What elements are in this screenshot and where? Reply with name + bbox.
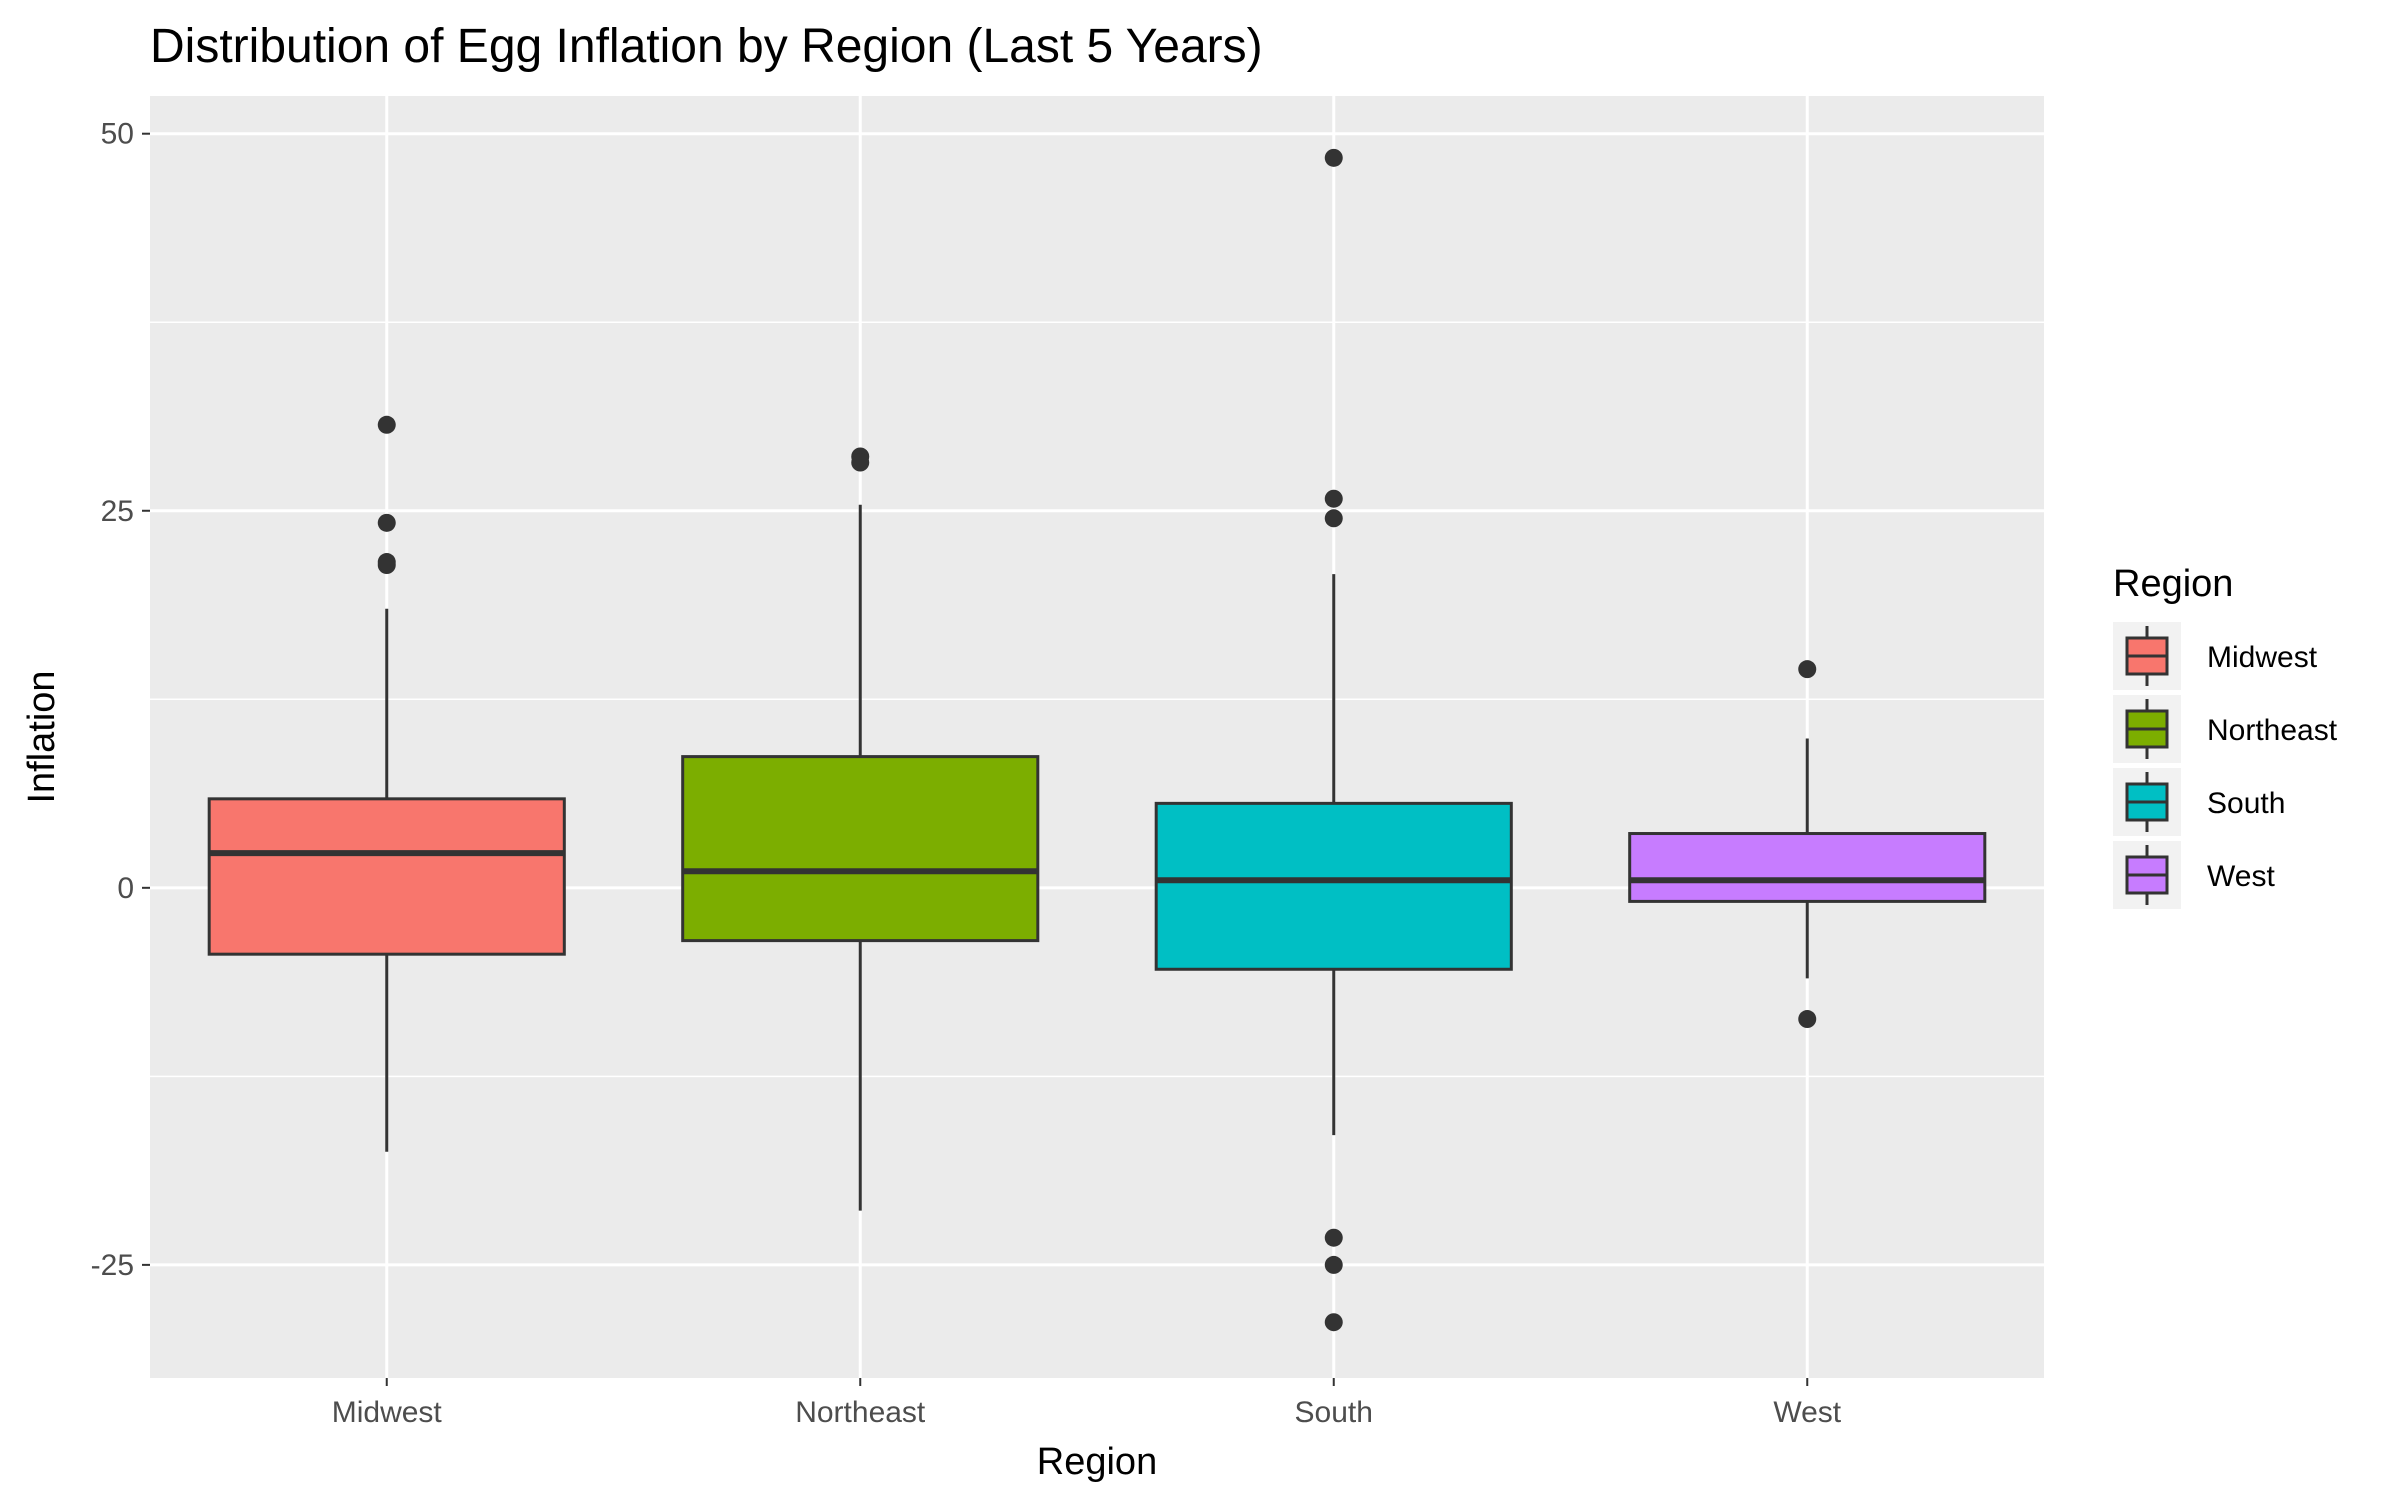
box-iqr: [207, 797, 566, 956]
outlier-point: [1798, 1010, 1817, 1029]
box-west: [1628, 660, 1987, 1029]
legend-item-midwest: Midwest: [2113, 622, 2318, 690]
outlier-point: [1324, 1255, 1343, 1274]
outlier-point: [377, 513, 396, 532]
box-midwest: [207, 415, 566, 1152]
box-iqr: [1628, 832, 1987, 903]
x-tick-label: Midwest: [332, 1396, 443, 1429]
x-tick-label: Northeast: [795, 1396, 926, 1429]
box-northeast: [681, 447, 1040, 1211]
outlier-point: [377, 553, 396, 572]
x-axis-title: Region: [1037, 1441, 1157, 1483]
legend-label: South: [2207, 787, 2285, 820]
y-tick-label: -25: [91, 1249, 134, 1282]
x-tick-label: West: [1773, 1396, 1841, 1429]
legend-label: Midwest: [2207, 641, 2318, 674]
legend-label: Northeast: [2207, 714, 2338, 747]
outlier-point: [851, 453, 870, 472]
outlier-point: [1324, 1313, 1343, 1332]
outlier-point: [1324, 148, 1343, 167]
outlier-point: [377, 415, 396, 434]
x-tick-label: South: [1295, 1396, 1373, 1429]
outlier-point: [1798, 660, 1817, 679]
outlier-point: [1324, 489, 1343, 508]
boxes: [207, 148, 1987, 1332]
box-south: [1154, 148, 1513, 1332]
y-tick-label: 50: [101, 118, 134, 151]
legend-item-west: West: [2113, 841, 2275, 909]
chart-title: Distribution of Egg Inflation by Region …: [150, 20, 1263, 73]
x-axis: Midwest Northeast South West: [332, 1378, 1842, 1429]
box-iqr: [681, 755, 1040, 943]
legend-title: Region: [2113, 563, 2233, 605]
legend-item-northeast: Northeast: [2113, 695, 2338, 763]
plot-panel: [150, 96, 2044, 1378]
y-axis: -25 0 25 50: [91, 118, 150, 1282]
y-tick-label: 0: [117, 872, 134, 905]
y-tick-label: 25: [101, 495, 134, 528]
legend: Region Midwest Northeast South West: [2113, 563, 2338, 909]
legend-item-south: South: [2113, 768, 2285, 836]
y-axis-title: Inflation: [21, 670, 63, 803]
outlier-point: [1324, 509, 1343, 528]
legend-label: West: [2207, 860, 2275, 893]
box-iqr: [1154, 801, 1513, 971]
outlier-point: [1324, 1228, 1343, 1247]
grid-minor: [150, 321, 2044, 1078]
